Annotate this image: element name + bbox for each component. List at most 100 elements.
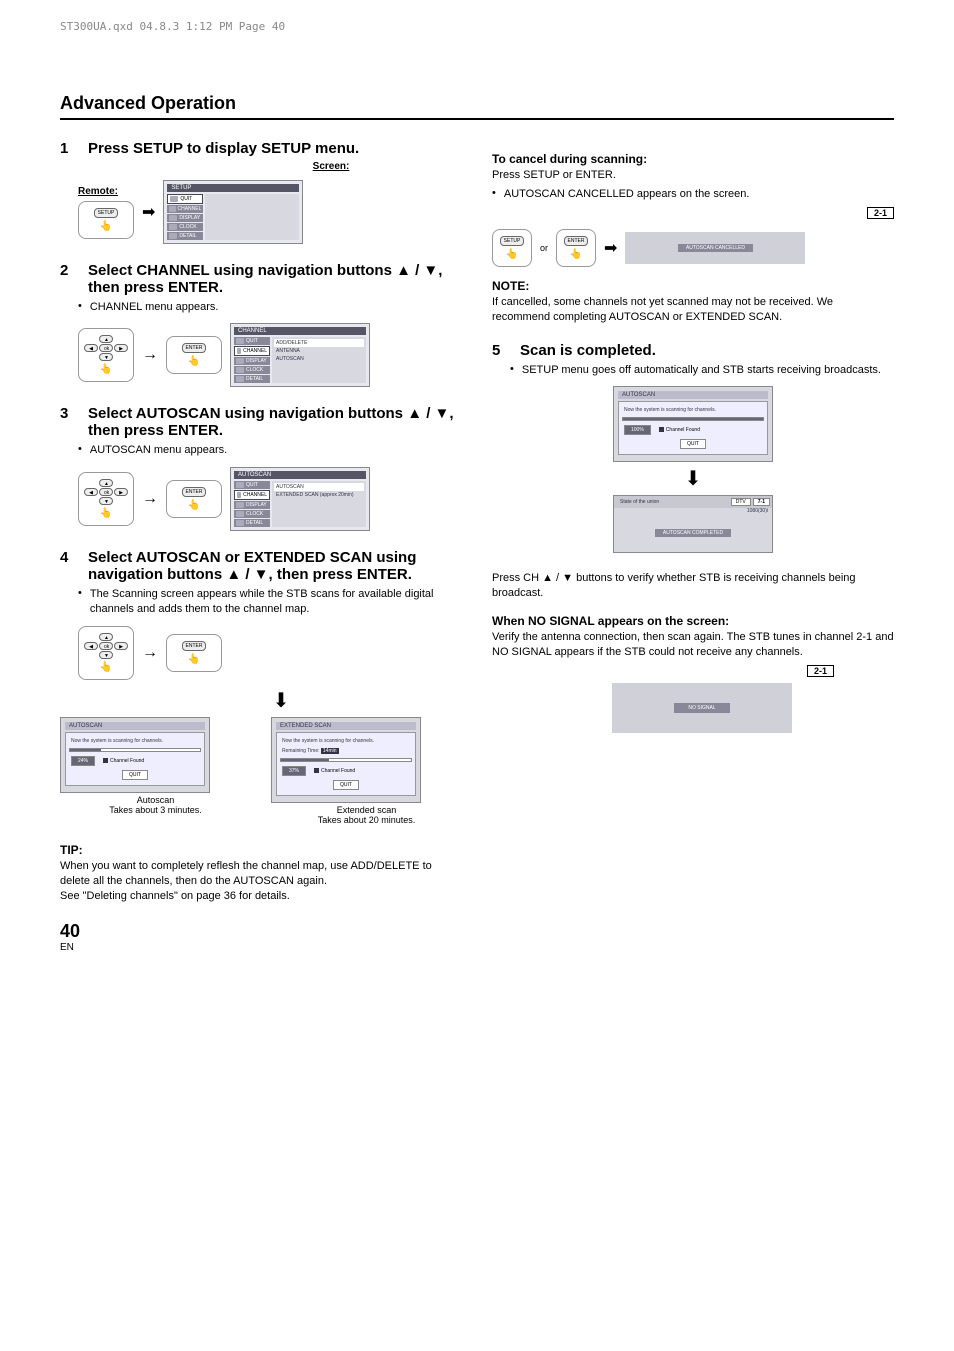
menu-label: DISPLAY bbox=[246, 358, 267, 364]
menu-item[interactable]: CHANNEL bbox=[234, 346, 270, 356]
channel-badge: 2-1 bbox=[807, 665, 834, 677]
menu-item-clock[interactable]: CLOCK bbox=[167, 223, 203, 231]
press-icon: 👆 bbox=[100, 364, 112, 375]
step-1: 1 Press SETUP to display SETUP menu. Scr… bbox=[60, 140, 462, 244]
menu-item-detail[interactable]: DETAIL bbox=[167, 232, 203, 240]
content-columns: 1 Press SETUP to display SETUP menu. Scr… bbox=[60, 140, 894, 953]
submenu-item[interactable]: EXTENDED SCAN (approx 20min) bbox=[274, 491, 364, 499]
setup-button[interactable]: SETUP bbox=[500, 236, 525, 246]
step-3: 3 Select AUTOSCAN using navigation butto… bbox=[60, 405, 462, 530]
tip-text: When you want to completely reflesh the … bbox=[60, 859, 462, 905]
nav-left-button[interactable]: ◀ bbox=[84, 344, 98, 352]
menu-item-display[interactable]: DISPLAY bbox=[167, 214, 203, 222]
nav-ok-button[interactable]: ok bbox=[99, 488, 113, 496]
bullet-text: CHANNEL menu appears. bbox=[90, 300, 219, 315]
submenu-item[interactable]: ADD/DELETE bbox=[274, 339, 364, 347]
menu-item[interactable]: DISPLAY bbox=[234, 501, 270, 509]
menu-item[interactable]: CLOCK bbox=[234, 366, 270, 374]
menu-item[interactable]: DISPLAY bbox=[234, 357, 270, 365]
nav-up-button[interactable]: ▲ bbox=[99, 335, 113, 343]
completed-scan-panel: AUTOSCAN Now the system is scanning for … bbox=[613, 386, 773, 462]
submenu-item[interactable]: ANTENNA bbox=[274, 347, 364, 355]
nosignal-screen: NO SIGNAL bbox=[612, 683, 792, 733]
cancelled-screen: AUTOSCAN CANCELLED bbox=[625, 232, 805, 264]
bullet-text: The Scanning screen appears while the ST… bbox=[90, 587, 462, 618]
menu-item[interactable]: QUIT bbox=[234, 481, 270, 489]
menu-item[interactable]: CLOCK bbox=[234, 510, 270, 518]
menu-label: DISPLAY bbox=[246, 502, 267, 508]
submenu-item[interactable]: AUTOSCAN bbox=[274, 483, 364, 491]
progress-pct: 100% bbox=[624, 425, 651, 435]
nav-down-button[interactable]: ▼ bbox=[99, 353, 113, 361]
menu-label: CLOCK bbox=[246, 511, 263, 517]
scan-message: Now the system is scanning for channels. bbox=[622, 405, 764, 415]
menu-label: CLOCK bbox=[246, 367, 263, 373]
nav-ok-button[interactable]: ok bbox=[99, 642, 113, 650]
press-icon: 👆 bbox=[188, 356, 200, 367]
nav-left-button[interactable]: ◀ bbox=[84, 642, 98, 650]
nav-right-button[interactable]: ▶ bbox=[114, 344, 128, 352]
remote-enter: ENTER 👆 bbox=[166, 336, 222, 374]
menu-item-channel[interactable]: CHANNEL bbox=[167, 205, 203, 213]
progress-bar bbox=[622, 417, 764, 421]
step-2: 2 Select CHANNEL using navigation button… bbox=[60, 262, 462, 387]
enter-button[interactable]: ENTER bbox=[182, 343, 207, 353]
broadcast-screen: State of the union DTV 7-1 1080(30)i AUT… bbox=[613, 495, 773, 553]
press-icon: 👆 bbox=[100, 221, 112, 232]
enter-button[interactable]: ENTER bbox=[564, 236, 589, 246]
quit-button[interactable]: QUIT bbox=[333, 780, 359, 790]
remote-setup: SETUP 👆 bbox=[492, 229, 532, 267]
nav-down-button[interactable]: ▼ bbox=[99, 497, 113, 505]
progress-pct: 24% bbox=[71, 756, 95, 766]
menu-header: AUTOSCAN bbox=[234, 471, 366, 479]
menu-label: DETAIL bbox=[246, 520, 263, 526]
menu-item-quit[interactable]: QUIT bbox=[167, 194, 203, 204]
remote-enter: ENTER 👆 bbox=[166, 634, 222, 672]
bullet-text: AUTOSCAN menu appears. bbox=[90, 443, 227, 458]
menu-item[interactable]: DETAIL bbox=[234, 519, 270, 527]
nav-up-button[interactable]: ▲ bbox=[99, 479, 113, 487]
step-number: 5 bbox=[492, 342, 510, 359]
remote-enter: ENTER 👆 bbox=[556, 229, 596, 267]
bullet-text: AUTOSCAN CANCELLED appears on the screen… bbox=[504, 187, 750, 202]
enter-button[interactable]: ENTER bbox=[182, 641, 207, 651]
menu-item[interactable]: QUIT bbox=[234, 337, 270, 345]
left-column: 1 Press SETUP to display SETUP menu. Scr… bbox=[60, 140, 462, 953]
nav-left-button[interactable]: ◀ bbox=[84, 488, 98, 496]
menu-label: QUIT bbox=[180, 196, 192, 202]
quit-button[interactable]: QUIT bbox=[680, 439, 706, 449]
press-icon: 👆 bbox=[100, 508, 112, 519]
step-number: 2 bbox=[60, 262, 78, 296]
menu-item[interactable]: DETAIL bbox=[234, 375, 270, 383]
enter-button[interactable]: ENTER bbox=[182, 487, 207, 497]
press-icon: 👆 bbox=[100, 662, 112, 673]
menu-label: DISPLAY bbox=[179, 215, 200, 221]
section-title: Advanced Operation bbox=[60, 93, 894, 120]
nav-ok-button[interactable]: ok bbox=[99, 344, 113, 352]
menu-label: CHANNEL bbox=[178, 206, 202, 212]
remote-dpad: ▲ ◀ok▶ ▼ 👆 bbox=[78, 626, 134, 680]
nav-right-button[interactable]: ▶ bbox=[114, 488, 128, 496]
step-title: Press SETUP to display SETUP menu. bbox=[88, 140, 359, 157]
nav-right-button[interactable]: ▶ bbox=[114, 642, 128, 650]
quit-button[interactable]: QUIT bbox=[122, 770, 148, 780]
press-ch-text: Press CH ▲ / ▼ buttons to verify whether… bbox=[492, 571, 894, 602]
press-icon: 👆 bbox=[188, 654, 200, 665]
nav-down-button[interactable]: ▼ bbox=[99, 651, 113, 659]
menu-item[interactable]: CHANNEL bbox=[234, 490, 270, 500]
cancel-text: Press SETUP or ENTER. bbox=[492, 168, 894, 183]
arrow-down-icon: ⬇ bbox=[613, 466, 773, 491]
scan-header: AUTOSCAN bbox=[618, 391, 768, 399]
arrow-right-icon: → bbox=[142, 346, 158, 364]
step-number: 1 bbox=[60, 140, 78, 157]
nav-up-button[interactable]: ▲ bbox=[99, 633, 113, 641]
setup-menu-panel: SETUP QUIT CHANNEL DISPLAY CLOCK DETAIL bbox=[163, 180, 303, 244]
remote-enter: ENTER 👆 bbox=[166, 480, 222, 518]
setup-button[interactable]: SETUP bbox=[94, 208, 119, 218]
arrow-right-icon: → bbox=[142, 490, 158, 508]
screen-label: Screen: bbox=[200, 161, 462, 172]
step-title: Select CHANNEL using navigation buttons … bbox=[88, 262, 462, 296]
menu-label: CHANNEL bbox=[243, 348, 267, 354]
submenu-item[interactable]: AUTOSCAN bbox=[274, 355, 364, 363]
note-text: If cancelled, some channels not yet scan… bbox=[492, 295, 894, 326]
